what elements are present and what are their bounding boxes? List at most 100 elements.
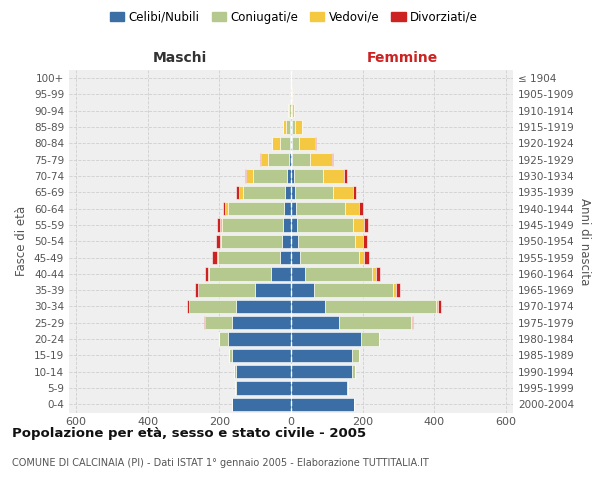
Bar <box>352 365 355 378</box>
Bar <box>212 251 217 264</box>
Bar <box>310 153 332 166</box>
Bar <box>260 153 268 166</box>
Bar <box>244 186 284 199</box>
Bar <box>217 218 220 232</box>
Bar <box>236 186 239 199</box>
Bar <box>271 267 291 280</box>
Bar <box>292 104 294 118</box>
Bar <box>364 218 368 232</box>
Bar <box>291 234 298 248</box>
Bar <box>333 186 353 199</box>
Bar <box>217 251 218 264</box>
Text: Maschi: Maschi <box>153 51 207 65</box>
Bar <box>291 267 305 280</box>
Bar <box>198 284 255 297</box>
Bar <box>353 186 356 199</box>
Bar <box>220 332 229 346</box>
Bar <box>216 234 220 248</box>
Bar <box>205 316 232 330</box>
Bar <box>292 120 295 134</box>
Bar <box>287 170 291 182</box>
Bar <box>412 316 413 330</box>
Bar <box>291 136 292 150</box>
Bar <box>295 186 333 199</box>
Bar <box>232 348 291 362</box>
Bar <box>284 202 291 215</box>
Bar <box>229 332 291 346</box>
Bar <box>289 153 291 166</box>
Bar <box>376 267 380 280</box>
Bar <box>295 120 302 134</box>
Bar <box>286 120 290 134</box>
Bar <box>305 267 371 280</box>
Bar <box>291 170 294 182</box>
Bar <box>340 316 411 330</box>
Bar <box>232 316 291 330</box>
Bar <box>291 300 325 313</box>
Bar <box>294 170 323 182</box>
Bar <box>291 218 298 232</box>
Bar <box>283 218 291 232</box>
Bar <box>345 202 359 215</box>
Bar <box>208 267 209 280</box>
Bar <box>364 251 368 264</box>
Bar <box>194 284 197 297</box>
Bar <box>205 267 208 280</box>
Bar <box>359 251 364 264</box>
Bar <box>291 153 292 166</box>
Bar <box>371 267 376 280</box>
Y-axis label: Fasce di età: Fasce di età <box>16 206 28 276</box>
Bar <box>315 136 316 150</box>
Bar <box>222 218 283 232</box>
Bar <box>291 251 300 264</box>
Bar <box>189 300 235 313</box>
Bar <box>361 332 379 346</box>
Bar <box>229 202 284 215</box>
Y-axis label: Anni di nascita: Anni di nascita <box>578 198 591 285</box>
Bar <box>229 348 232 362</box>
Bar <box>283 120 286 134</box>
Bar <box>292 153 310 166</box>
Bar <box>393 284 396 297</box>
Bar <box>438 300 440 313</box>
Bar <box>223 202 226 215</box>
Bar <box>253 170 287 182</box>
Bar <box>298 234 355 248</box>
Bar <box>289 104 290 118</box>
Bar <box>291 316 340 330</box>
Bar <box>268 153 289 166</box>
Text: Popolazione per età, sesso e stato civile - 2005: Popolazione per età, sesso e stato civil… <box>12 428 366 440</box>
Bar <box>411 316 412 330</box>
Bar <box>323 170 344 182</box>
Bar <box>291 186 295 199</box>
Bar <box>282 234 291 248</box>
Bar <box>291 120 292 134</box>
Bar <box>332 153 333 166</box>
Bar <box>300 251 359 264</box>
Bar <box>396 284 400 297</box>
Bar <box>344 170 347 182</box>
Bar <box>325 300 436 313</box>
Bar <box>352 348 359 362</box>
Bar <box>220 234 221 248</box>
Bar <box>291 382 347 394</box>
Bar <box>246 170 253 182</box>
Bar <box>280 136 290 150</box>
Bar <box>355 234 362 248</box>
Bar <box>353 218 364 232</box>
Bar <box>284 186 291 199</box>
Bar <box>290 120 291 134</box>
Bar <box>362 234 367 248</box>
Bar <box>218 251 280 264</box>
Bar <box>292 136 299 150</box>
Bar <box>220 218 222 232</box>
Legend: Celibi/Nubili, Coniugati/e, Vedovi/e, Divorziati/e: Celibi/Nubili, Coniugati/e, Vedovi/e, Di… <box>105 6 483 28</box>
Bar <box>291 202 296 215</box>
Bar <box>221 234 282 248</box>
Bar <box>296 202 345 215</box>
Bar <box>291 348 352 362</box>
Bar <box>235 382 291 394</box>
Text: COMUNE DI CALCINAIA (PI) - Dati ISTAT 1° gennaio 2005 - Elaborazione TUTTITALIA.: COMUNE DI CALCINAIA (PI) - Dati ISTAT 1°… <box>12 458 429 468</box>
Bar <box>232 398 291 411</box>
Bar <box>272 136 280 150</box>
